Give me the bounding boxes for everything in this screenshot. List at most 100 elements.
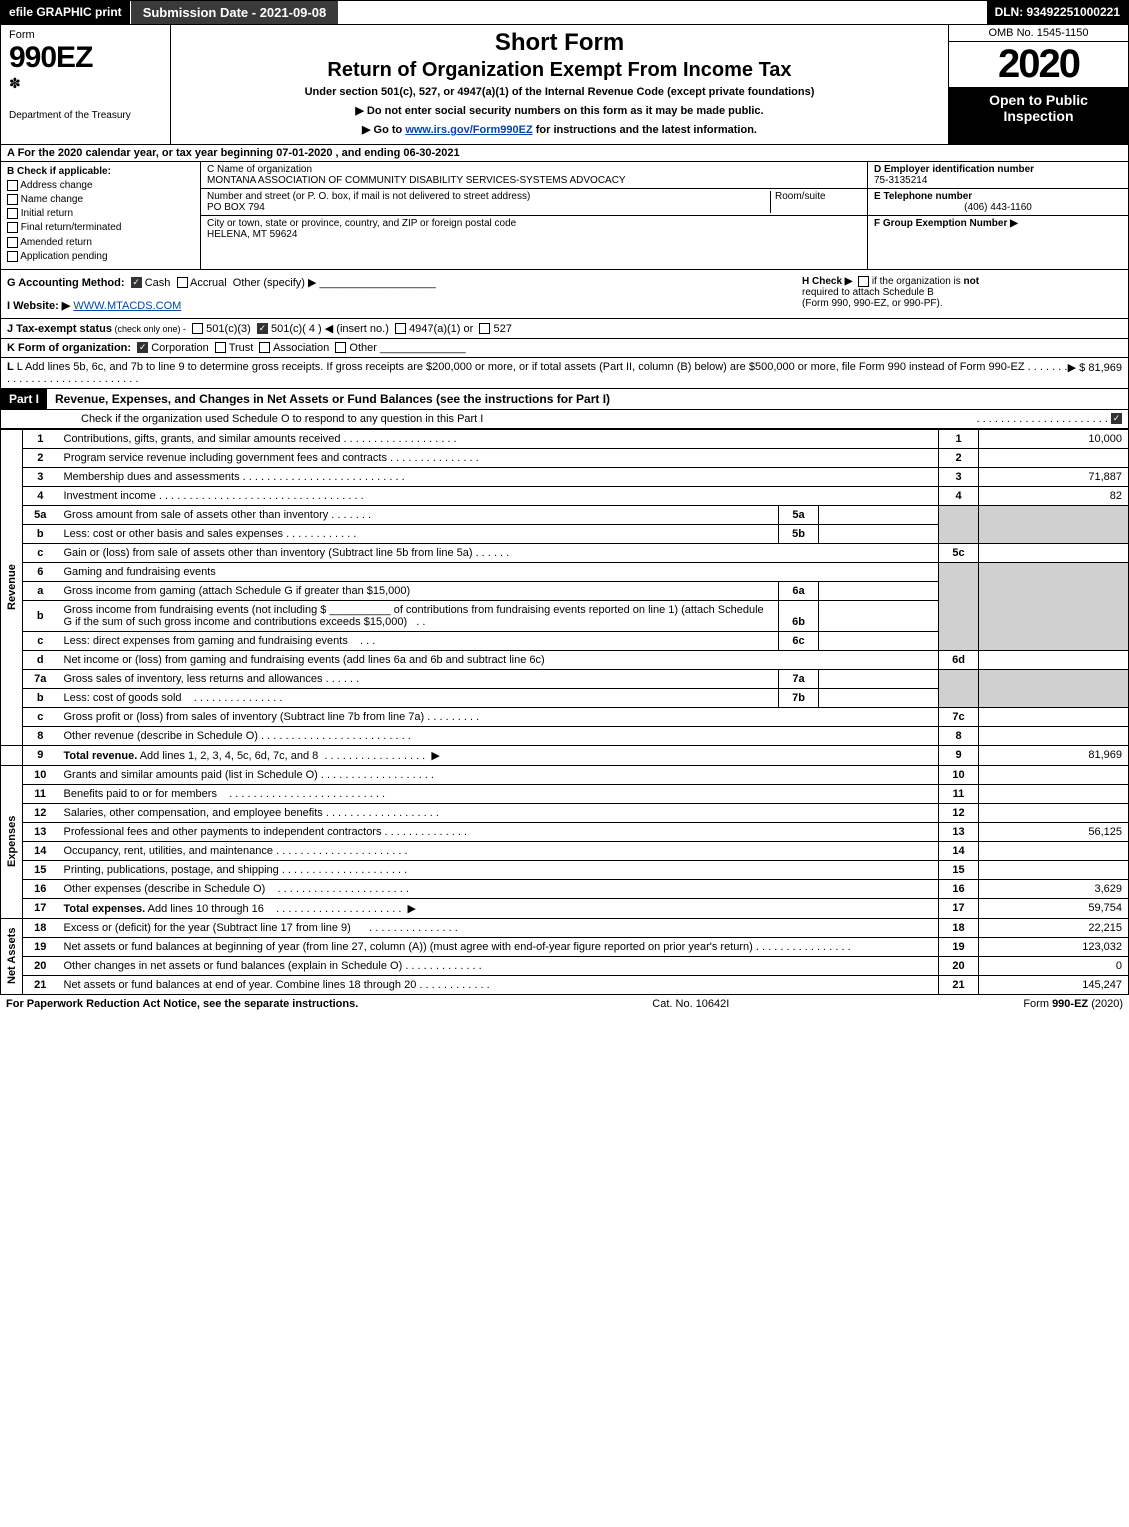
- accounting-cash-checkbox[interactable]: ✓: [131, 277, 142, 288]
- omb-number: OMB No. 1545-1150: [949, 25, 1128, 42]
- line-6: 6 Gaming and fundraising events: [1, 562, 1129, 581]
- l6-num: 6: [23, 562, 58, 581]
- row-j: J Tax-exempt status (check only one) - 5…: [0, 319, 1129, 339]
- l21-desc: Net assets or fund balances at end of ye…: [58, 975, 939, 994]
- footer-right: Form 990-EZ (2020): [1023, 998, 1123, 1010]
- efile-print-button[interactable]: efile GRAPHIC print: [1, 1, 131, 24]
- website-link[interactable]: WWW.MTACDS.COM: [73, 300, 181, 312]
- line-19: 19 Net assets or fund balances at beginn…: [1, 937, 1129, 956]
- l16-num: 16: [23, 879, 58, 898]
- tel-value: (406) 443-1160: [874, 202, 1122, 213]
- check-name-change[interactable]: Name change: [7, 194, 194, 205]
- l1-ref: 1: [939, 429, 979, 448]
- l18-ref: 18: [939, 918, 979, 937]
- line-15: 15 Printing, publications, postage, and …: [1, 860, 1129, 879]
- j-527-checkbox[interactable]: [479, 323, 490, 334]
- street-row: Number and street (or P. O. box, if mail…: [201, 189, 867, 216]
- header-left: Form 990EZ ✽ Department of the Treasury: [1, 25, 171, 144]
- revenue-side-label: Revenue: [1, 429, 23, 745]
- l20-ref: 20: [939, 956, 979, 975]
- l7a-num: 7a: [23, 669, 58, 688]
- line-6d: d Net income or (loss) from gaming and f…: [1, 650, 1129, 669]
- part1-title: Revenue, Expenses, and Changes in Net As…: [47, 389, 618, 409]
- l6a-val: [819, 581, 939, 600]
- l8-amt: [979, 726, 1129, 745]
- l6abc-grey-amt: [979, 562, 1129, 650]
- k-other: Other: [349, 342, 377, 354]
- l7ab-grey: [939, 669, 979, 707]
- line-5c: c Gain or (loss) from sale of assets oth…: [1, 543, 1129, 562]
- l14-desc: Occupancy, rent, utilities, and maintena…: [58, 841, 939, 860]
- line-12: 12 Salaries, other compensation, and emp…: [1, 803, 1129, 822]
- l14-ref: 14: [939, 841, 979, 860]
- line-4: 4 Investment income . . . . . . . . . . …: [1, 486, 1129, 505]
- l6b-sub: 6b: [779, 600, 819, 631]
- l1-num: 1: [23, 429, 58, 448]
- k-corporation-checkbox[interactable]: ✓: [137, 342, 148, 353]
- l6c-desc: Less: direct expenses from gaming and fu…: [58, 631, 779, 650]
- city-value: HELENA, MT 59624: [207, 229, 861, 240]
- j-501c: 501(c)( 4 ) ◀ (insert no.): [271, 323, 389, 335]
- part1-schedule-o-checkbox[interactable]: ✓: [1111, 413, 1122, 424]
- room-suite-label: Room/suite: [771, 191, 861, 213]
- l5c-amt: [979, 543, 1129, 562]
- k-trust-checkbox[interactable]: [215, 342, 226, 353]
- line-14: 14 Occupancy, rent, utilities, and maint…: [1, 841, 1129, 860]
- l7a-sub: 7a: [779, 669, 819, 688]
- part1-check-row: Check if the organization used Schedule …: [0, 410, 1129, 429]
- check-address-change[interactable]: Address change: [7, 180, 194, 191]
- row-g: G Accounting Method: ✓ Cash Accrual Othe…: [7, 276, 802, 312]
- accounting-other: Other (specify) ▶: [233, 277, 317, 289]
- line-1: Revenue 1 Contributions, gifts, grants, …: [1, 429, 1129, 448]
- under-section-text: Under section 501(c), 527, or 4947(a)(1)…: [177, 86, 942, 98]
- row-l: L L Add lines 5b, 6c, and 7b to line 9 t…: [0, 358, 1129, 389]
- short-form-title: Short Form: [177, 29, 942, 57]
- l20-num: 20: [23, 956, 58, 975]
- check-application-pending[interactable]: Application pending: [7, 251, 194, 262]
- l15-ref: 15: [939, 860, 979, 879]
- l4-ref: 4: [939, 486, 979, 505]
- l5ab-grey-amt: [979, 505, 1129, 543]
- l4-amt: 82: [979, 486, 1129, 505]
- l5b-num: b: [23, 524, 58, 543]
- line-8: 8 Other revenue (describe in Schedule O)…: [1, 726, 1129, 745]
- j-527: 527: [493, 323, 511, 335]
- l14-num: 14: [23, 841, 58, 860]
- l14-amt: [979, 841, 1129, 860]
- h-not: not: [964, 276, 980, 287]
- h-checkbox[interactable]: [858, 276, 869, 287]
- row-a-tax-year: A For the 2020 calendar year, or tax yea…: [0, 145, 1129, 162]
- l9-ref: 9: [939, 745, 979, 765]
- l15-num: 15: [23, 860, 58, 879]
- l6b-val: [819, 600, 939, 631]
- group-exemption-label: F Group Exemption Number ▶: [874, 218, 1122, 229]
- l7c-ref: 7c: [939, 707, 979, 726]
- l9-desc: Total revenue. Add lines 1, 2, 3, 4, 5c,…: [58, 745, 939, 765]
- row-gh: G Accounting Method: ✓ Cash Accrual Othe…: [0, 270, 1129, 319]
- l5c-desc: Gain or (loss) from sale of assets other…: [58, 543, 939, 562]
- form-number: 990EZ: [9, 41, 162, 75]
- l2-desc: Program service revenue including govern…: [58, 448, 939, 467]
- tax-year: 2020: [949, 42, 1128, 88]
- l5b-sub: 5b: [779, 524, 819, 543]
- l20-desc: Other changes in net assets or fund bala…: [58, 956, 939, 975]
- j-4947-checkbox[interactable]: [395, 323, 406, 334]
- l5b-val: [819, 524, 939, 543]
- l8-ref: 8: [939, 726, 979, 745]
- l6d-amt: [979, 650, 1129, 669]
- goto-link[interactable]: www.irs.gov/Form990EZ: [405, 124, 532, 136]
- check-final-return[interactable]: Final return/terminated: [7, 222, 194, 233]
- accounting-accrual-checkbox[interactable]: [177, 277, 188, 288]
- l6d-ref: 6d: [939, 650, 979, 669]
- k-association-checkbox[interactable]: [259, 342, 270, 353]
- check-amended-return[interactable]: Amended return: [7, 237, 194, 248]
- check-initial-return[interactable]: Initial return: [7, 208, 194, 219]
- l2-ref: 2: [939, 448, 979, 467]
- j-501c3: 501(c)(3): [206, 323, 251, 335]
- j-501c-checkbox[interactable]: ✓: [257, 323, 268, 334]
- j-501c3-checkbox[interactable]: [192, 323, 203, 334]
- k-other-checkbox[interactable]: [335, 342, 346, 353]
- l6d-num: d: [23, 650, 58, 669]
- street-label: Number and street (or P. O. box, if mail…: [207, 191, 766, 202]
- j-label: J Tax-exempt status: [7, 323, 112, 335]
